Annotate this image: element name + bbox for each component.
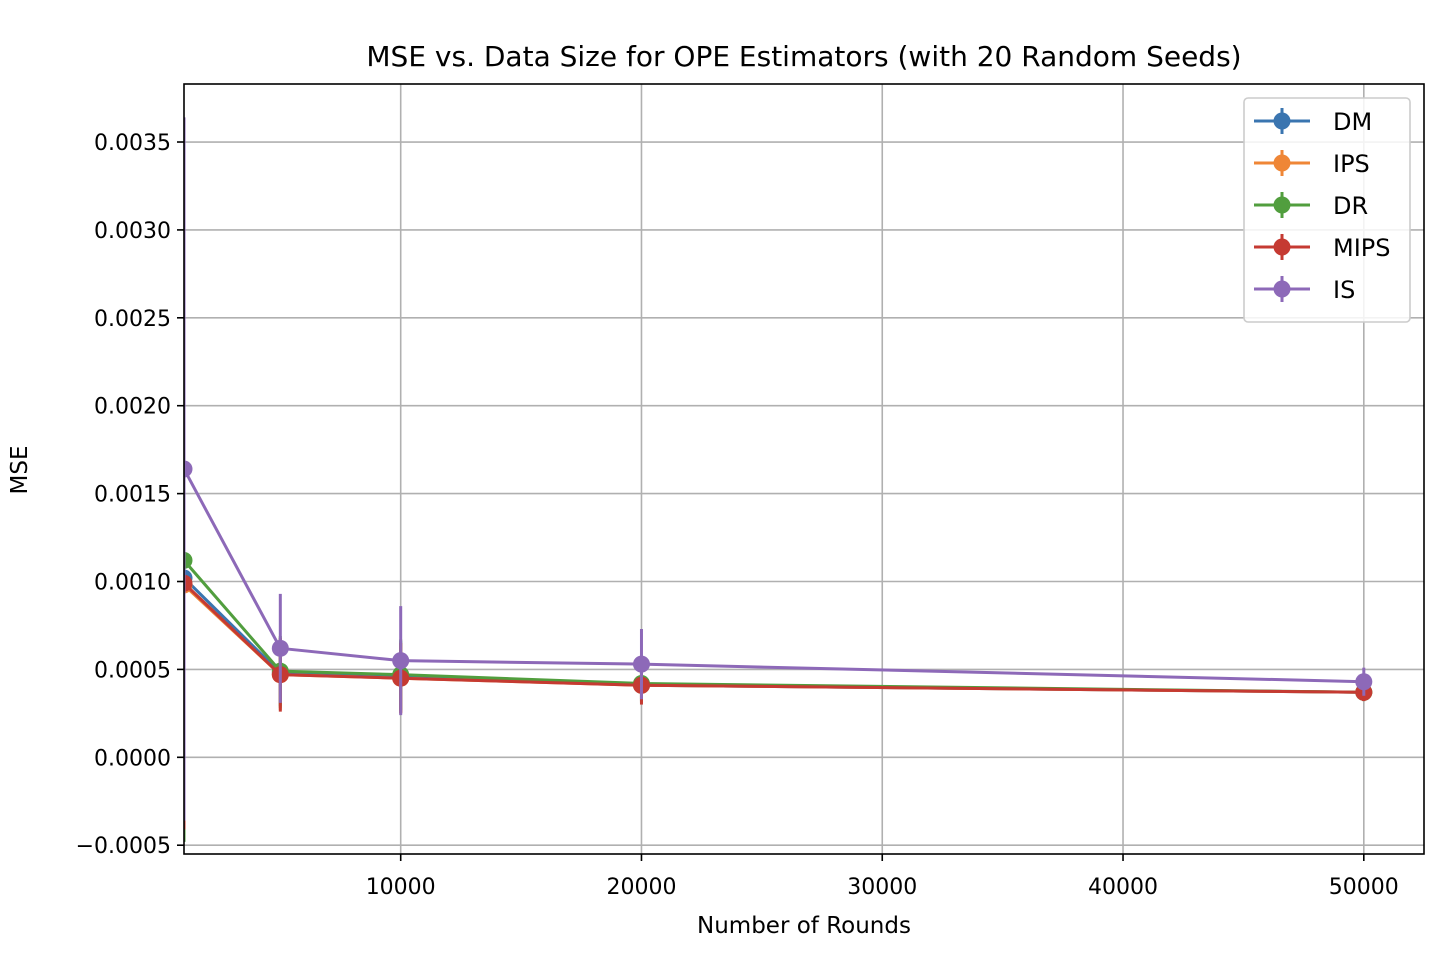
line-dr [184, 559, 1364, 694]
legend-label-mips: MIPS [1333, 234, 1391, 262]
x-tick-label: 10000 [366, 875, 436, 900]
plot-frame [183, 83, 1425, 855]
legend-marker-mips [1273, 238, 1291, 256]
y-tick-label: 0.0035 [94, 131, 171, 156]
y-axis-title: MSE [7, 446, 33, 495]
y-tick-label: 0.0010 [94, 571, 171, 596]
y-tick-label: 0.0015 [94, 483, 171, 508]
legend-item-mips: MIPS [1254, 234, 1391, 262]
legend-marker-ips [1273, 154, 1291, 172]
y-tick-label: 0.0000 [94, 746, 171, 771]
x-tick-label: 40000 [1088, 875, 1158, 900]
legend-item-ips: IPS [1254, 150, 1370, 178]
x-axis-title: Number of Rounds [697, 913, 911, 939]
point-mips [184, 574, 193, 592]
y-tick-label: 0.0005 [94, 658, 171, 683]
legend-item-dr: DR [1254, 192, 1368, 220]
legend-box [1243, 97, 1411, 323]
x-tick-label: 20000 [606, 875, 676, 900]
legend-label-is: IS [1333, 276, 1355, 304]
point-is [271, 639, 289, 657]
point-is [632, 655, 650, 673]
line-is [184, 468, 1364, 684]
legend-item-is: IS [1254, 276, 1355, 304]
x-tick-label: 50000 [1329, 875, 1399, 900]
legend: DM IPS DR MIPS IS [1243, 97, 1411, 323]
y-tick-label: 0.0025 [94, 307, 171, 332]
y-tick-label: 0.0030 [94, 219, 171, 244]
legend-label-dr: DR [1333, 192, 1368, 220]
y-tick-label: 0.0020 [94, 395, 171, 420]
point-is [184, 460, 193, 478]
y-tick-label: −0.0005 [76, 834, 171, 859]
point-is [392, 652, 410, 670]
plot-series [184, 117, 1373, 842]
legend-item-dm: DM [1254, 108, 1372, 136]
chart-title: MSE vs. Data Size for OPE Estimators (wi… [366, 40, 1241, 73]
legend-label-ips: IPS [1333, 150, 1370, 178]
point-is [1355, 673, 1373, 691]
legend-marker-is [1273, 280, 1291, 298]
legend-marker-dm [1273, 112, 1291, 130]
grid-lines [184, 84, 1424, 854]
point-dr [184, 551, 193, 569]
line-dm [184, 576, 1364, 694]
x-tick-label: 30000 [847, 875, 917, 900]
legend-marker-dr [1273, 196, 1291, 214]
series-dm [184, 314, 1373, 842]
axis-ticks: 10000 20000 30000 40000 50000 −0.0005 0.0000 0.… [76, 131, 1399, 900]
series-is [184, 117, 1373, 821]
series-mips [184, 337, 1373, 830]
legend-label-dm: DM [1333, 108, 1372, 136]
